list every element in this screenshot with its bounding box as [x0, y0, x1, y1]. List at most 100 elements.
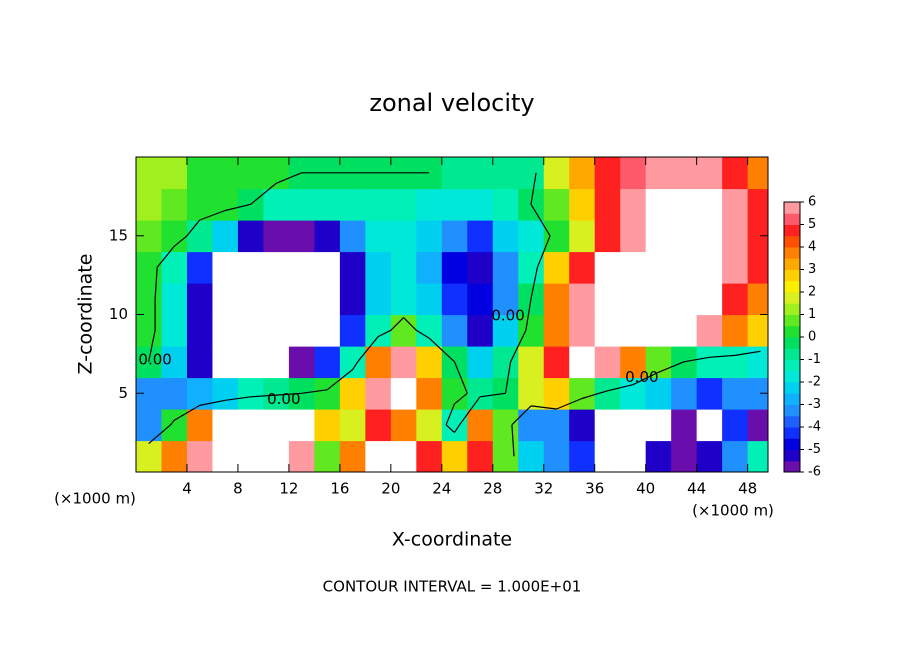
field-cell	[722, 409, 749, 442]
field-cell	[390, 283, 417, 316]
field-cell	[314, 220, 341, 253]
field-cell	[722, 157, 749, 190]
colorbar-tick-label: -2	[808, 375, 821, 390]
field-cell	[620, 283, 647, 316]
field-cell	[747, 346, 768, 379]
colorbar-band	[784, 404, 800, 417]
field-cell	[263, 314, 290, 347]
field-cell	[467, 188, 494, 221]
field-cell	[365, 220, 392, 253]
field-cell	[288, 346, 315, 379]
colorbar-band	[784, 303, 800, 315]
field-cell	[543, 283, 570, 316]
field-cell	[161, 157, 188, 190]
field-cell	[569, 377, 596, 410]
field-cell	[441, 251, 468, 284]
colorbar-band	[784, 247, 800, 259]
field-cell	[747, 283, 768, 316]
field-cell	[696, 314, 723, 347]
field-cell	[569, 220, 596, 253]
field-cell	[339, 314, 366, 347]
colorbar-band	[784, 370, 800, 383]
field	[136, 157, 768, 472]
field-cell	[263, 188, 290, 221]
field-cell	[467, 251, 494, 284]
field-cell	[416, 377, 443, 410]
field-cell	[136, 409, 163, 442]
field-cell	[263, 377, 290, 410]
colorbar-band	[784, 202, 800, 214]
contour-line	[148, 172, 761, 457]
field-cell	[416, 346, 443, 379]
field-cell	[594, 346, 621, 379]
field-cell	[569, 157, 596, 190]
colorbar-tick-label: 4	[808, 240, 816, 255]
field-cell	[467, 440, 494, 472]
field-cell	[671, 314, 698, 347]
colorbar-tick-label: 0	[808, 330, 816, 345]
field-cell	[339, 440, 366, 472]
field-cell	[288, 283, 315, 316]
field-cell	[390, 220, 417, 253]
field-cell	[161, 220, 188, 253]
field-cell	[416, 220, 443, 253]
field-cell	[314, 251, 341, 284]
field-cell	[518, 440, 545, 472]
colorbar-tick-label: -1	[808, 352, 821, 367]
field-cell	[594, 251, 621, 284]
field-cell	[492, 346, 519, 379]
field-cell	[569, 251, 596, 284]
field-cell	[722, 314, 749, 347]
field-cell	[161, 377, 188, 410]
field-cell	[212, 220, 239, 253]
colorbar-band	[784, 224, 800, 237]
field-cell	[186, 440, 214, 472]
colorbar-band	[784, 382, 800, 394]
field-cell	[569, 314, 596, 347]
field-cell	[722, 251, 749, 284]
y-tick-label: 10	[109, 305, 128, 323]
colorbar-tick-label: 1	[808, 307, 816, 322]
colorbar-band	[784, 427, 800, 439]
colorbar-band	[784, 415, 800, 428]
field-cell	[390, 188, 417, 221]
field-cell	[186, 409, 214, 442]
colorbar-band	[784, 393, 800, 405]
field-cell	[543, 409, 570, 442]
field-cell	[492, 440, 519, 472]
field-cell	[594, 188, 621, 221]
field-cell	[314, 188, 341, 221]
field-cell	[212, 346, 239, 379]
field-cell	[441, 409, 468, 442]
field-cell	[543, 157, 570, 190]
field-cell	[390, 440, 417, 472]
colorbar-band	[784, 314, 800, 327]
field-cell	[339, 283, 366, 316]
field-cell	[161, 314, 188, 347]
field-cell	[645, 283, 672, 316]
field-cell	[263, 220, 290, 253]
field-cell	[161, 409, 188, 442]
field-cell	[620, 346, 647, 379]
field-cell	[467, 157, 494, 190]
field-cell	[518, 220, 545, 253]
x-tick-label: 12	[279, 480, 298, 498]
field-cell	[237, 157, 265, 190]
x-tick-label: 40	[636, 480, 655, 498]
field-cell	[365, 346, 392, 379]
field-cell	[594, 440, 621, 472]
field-cell	[212, 409, 239, 442]
field-cell	[263, 251, 290, 284]
field-cell	[645, 377, 672, 410]
field-cell	[620, 251, 647, 284]
x-tick-label: 20	[381, 480, 400, 498]
field-cell	[594, 409, 621, 442]
colorbar-band	[784, 359, 800, 372]
field-cell	[645, 314, 672, 347]
field-cell	[569, 346, 596, 379]
field-cell	[212, 188, 239, 221]
field-cell	[543, 188, 570, 221]
field-cell	[747, 251, 768, 284]
field-cell	[620, 188, 647, 221]
field-cell	[492, 314, 519, 347]
